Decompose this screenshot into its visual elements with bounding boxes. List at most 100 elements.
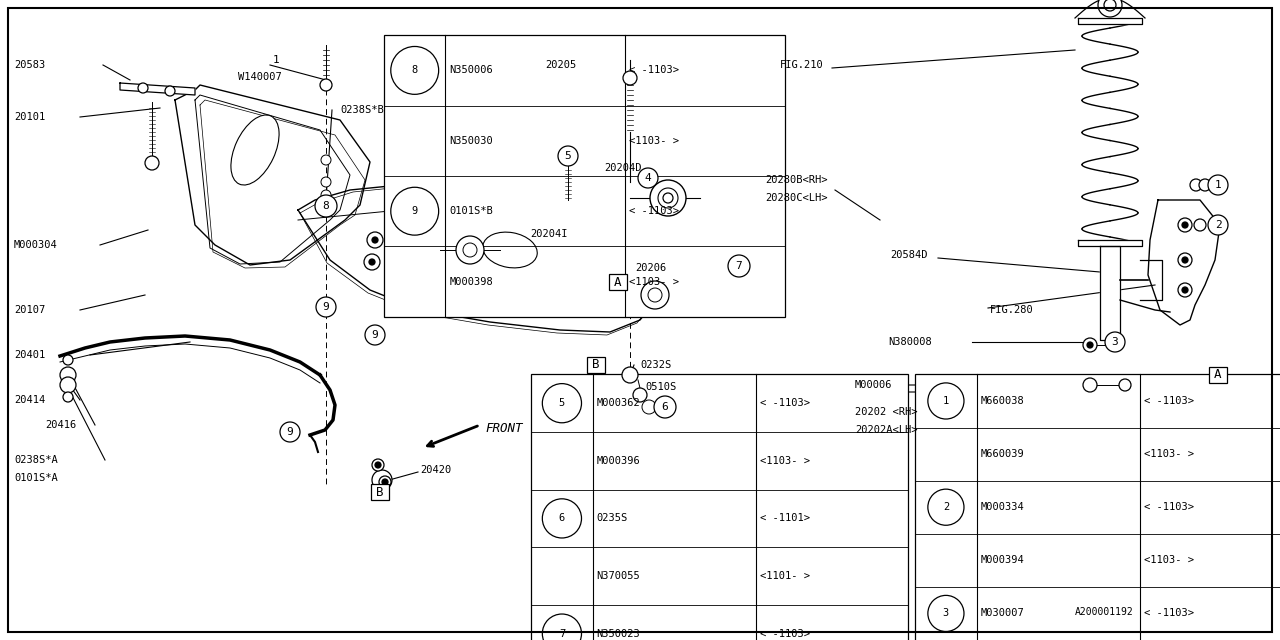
Polygon shape [175,85,370,265]
Text: 20202A<LH>: 20202A<LH> [855,425,918,435]
Circle shape [321,177,332,187]
Text: N350006: N350006 [449,65,493,76]
Circle shape [558,146,579,166]
Text: 20583: 20583 [14,60,45,70]
Text: 20416: 20416 [45,420,77,430]
Text: < -1103>: < -1103> [628,206,678,216]
Text: A: A [614,275,622,289]
Bar [588,357,605,373]
Text: 20420: 20420 [420,465,452,475]
Circle shape [1194,219,1206,231]
Circle shape [928,489,964,525]
Text: 0235S: 0235S [596,513,628,524]
Polygon shape [298,185,660,332]
Text: M000304: M000304 [14,240,58,250]
Circle shape [367,232,383,248]
Text: <1103- >: <1103- > [1144,556,1194,565]
Text: 2: 2 [943,502,948,512]
Circle shape [1178,283,1192,297]
Circle shape [1208,175,1228,195]
Ellipse shape [230,115,279,185]
Circle shape [1083,378,1097,392]
Circle shape [543,499,581,538]
Polygon shape [1078,240,1142,246]
Circle shape [364,254,380,270]
Circle shape [663,193,673,203]
Text: 20107: 20107 [14,305,45,315]
Text: 0101S*A: 0101S*A [14,473,58,483]
Text: M660039: M660039 [980,449,1024,459]
Text: < -1103>: < -1103> [1144,609,1194,618]
Text: N350023: N350023 [596,628,640,639]
Circle shape [622,367,637,383]
Text: 20414: 20414 [14,395,45,405]
Circle shape [365,325,385,345]
Circle shape [637,168,658,188]
Bar [609,274,627,290]
Circle shape [63,392,73,402]
Text: <1103- >: <1103- > [628,276,678,287]
Circle shape [379,476,390,488]
Text: M030007: M030007 [980,609,1024,618]
Circle shape [643,400,657,414]
Circle shape [728,255,750,277]
Circle shape [463,243,477,257]
Text: < -1103>: < -1103> [760,398,810,408]
Text: M000362: M000362 [596,398,640,408]
Bar [371,484,389,500]
Text: 5: 5 [564,151,571,161]
Text: 0101S*B: 0101S*B [449,206,493,216]
Polygon shape [1075,0,1146,18]
Text: B: B [593,358,600,371]
Circle shape [634,388,646,402]
Circle shape [321,155,332,165]
Text: 9: 9 [412,206,417,216]
Text: A: A [1215,369,1221,381]
Circle shape [1178,253,1192,267]
Text: M660038: M660038 [980,396,1024,406]
Text: 20401: 20401 [14,350,45,360]
Text: N380008: N380008 [888,337,932,347]
Circle shape [1178,218,1192,232]
Text: 3: 3 [943,609,948,618]
Circle shape [928,595,964,632]
Text: 20101: 20101 [14,112,45,122]
Text: 3: 3 [1111,337,1119,347]
Circle shape [1083,338,1097,352]
Text: < -1101>: < -1101> [760,513,810,524]
Circle shape [654,396,676,418]
Text: < -1103>: < -1103> [628,65,678,76]
Polygon shape [1078,18,1142,24]
Text: 6: 6 [559,513,564,524]
Circle shape [390,47,439,94]
Circle shape [1119,379,1132,391]
Text: 8: 8 [412,65,417,76]
Text: 8: 8 [323,201,329,211]
Circle shape [1208,215,1228,235]
Circle shape [1190,179,1202,191]
Circle shape [369,259,375,265]
Circle shape [280,422,300,442]
Text: 20584D: 20584D [890,250,928,260]
Circle shape [543,383,581,423]
Circle shape [375,462,381,468]
Text: 20280B<RH>: 20280B<RH> [765,175,827,185]
Bar [384,35,785,317]
Text: 5: 5 [559,398,564,408]
Circle shape [145,156,159,170]
Circle shape [543,614,581,640]
Circle shape [372,459,384,471]
Polygon shape [1148,200,1220,325]
Text: M000394: M000394 [980,556,1024,565]
Circle shape [381,479,388,485]
Text: 20205: 20205 [545,60,576,70]
Text: 0232S: 0232S [640,360,671,370]
Text: <1101- >: <1101- > [760,571,810,581]
Text: 20204I: 20204I [530,229,567,239]
Circle shape [1103,0,1116,11]
Text: A200001192: A200001192 [1075,607,1134,617]
Circle shape [320,79,332,91]
Text: 20280C<LH>: 20280C<LH> [765,193,827,203]
Circle shape [650,180,686,216]
Text: < -1103>: < -1103> [1144,396,1194,406]
